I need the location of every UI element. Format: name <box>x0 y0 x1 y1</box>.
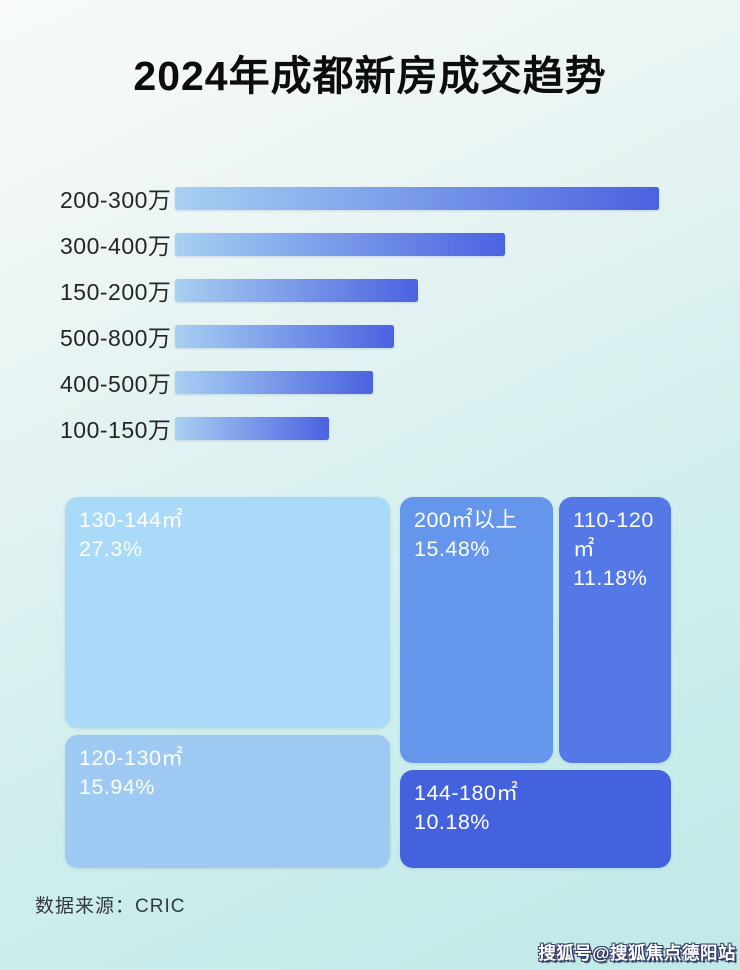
treemap-block-percent: 11.18% <box>573 566 648 590</box>
treemap-block-label: 200㎡以上 <box>414 508 518 532</box>
treemap-block-200-plus: 200㎡以上 15.48% <box>400 497 553 763</box>
bar-400-500 <box>175 370 373 394</box>
bar-row: 100-150万 <box>60 405 680 451</box>
treemap-block-110-120: 110-120㎡ 11.18% <box>559 497 671 763</box>
page-title: 2024年成都新房成交趋势 <box>133 53 607 99</box>
bar-row: 400-500万 <box>60 359 680 405</box>
bar-category-label: 300-400万 <box>60 233 172 259</box>
bar-row: 150-200万 <box>60 267 680 313</box>
bar-row: 200-300万 <box>60 175 680 221</box>
watermark-text: 搜狐号@搜狐焦点德阳站 <box>538 943 736 963</box>
bar-row: 300-400万 <box>60 221 680 267</box>
bar-category-label: 500-800万 <box>60 325 172 351</box>
bar-category-label: 400-500万 <box>60 371 172 397</box>
treemap-block-percent: 10.18% <box>414 810 490 834</box>
treemap-block-label: 110-120㎡ <box>573 508 654 561</box>
bar-500-800 <box>175 324 394 348</box>
bar-200-300 <box>175 186 659 210</box>
treemap-block-120-130: 120-130㎡ 15.94% <box>65 735 390 868</box>
treemap-block-label: 144-180㎡ <box>414 781 519 805</box>
bar-category-label: 100-150万 <box>60 417 172 443</box>
treemap-block-percent: 27.3% <box>79 537 143 561</box>
bar-category-label: 200-300万 <box>60 187 172 213</box>
treemap-block-144-180: 144-180㎡ 10.18% <box>400 770 671 868</box>
bar-100-150 <box>175 416 329 440</box>
bar-300-400 <box>175 232 506 256</box>
bar-row: 500-800万 <box>60 313 680 359</box>
floor-area-treemap: 130-144㎡ 27.3% 200㎡以上 15.48% 110-120㎡ 11… <box>65 497 674 868</box>
treemap-block-label: 130-144㎡ <box>79 508 184 532</box>
treemap-block-percent: 15.94% <box>79 775 155 799</box>
treemap-block-130-144: 130-144㎡ 27.3% <box>65 497 390 728</box>
treemap-block-label: 120-130㎡ <box>79 746 184 770</box>
bar-category-label: 150-200万 <box>60 279 172 305</box>
data-source-note: 数据来源：CRIC <box>35 896 186 917</box>
price-band-bar-chart: 200-300万 300-400万 150-200万 500-800万 400-… <box>60 175 680 451</box>
treemap-block-percent: 15.48% <box>414 537 490 561</box>
bar-150-200 <box>175 278 418 302</box>
